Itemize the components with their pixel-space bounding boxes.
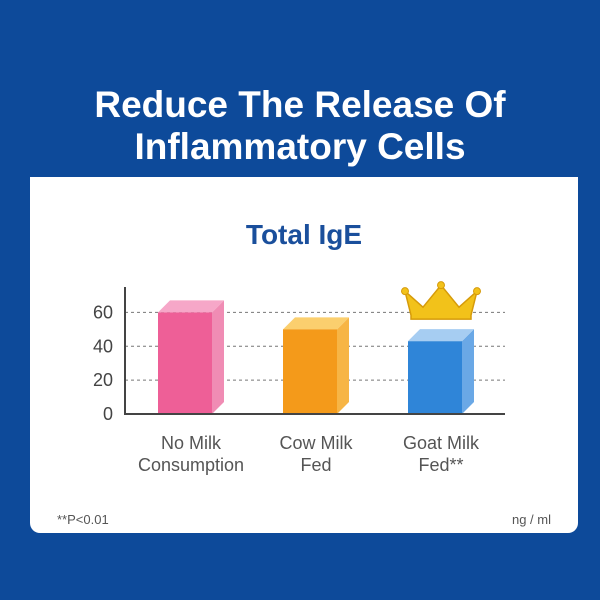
headline-line-2: Inflammatory Cells — [134, 126, 466, 167]
x-category-label: Cow Milk — [279, 433, 353, 453]
bar-top — [408, 329, 474, 342]
x-category-label: No Milk — [161, 433, 222, 453]
crown-icon — [401, 281, 481, 320]
bar — [283, 329, 337, 414]
bar-side — [212, 300, 224, 414]
chart-card: Total IgE 0 20 40 60 No Milk Consumption Cow M… — [30, 177, 578, 533]
y-tick-label: 0 — [103, 404, 113, 424]
bar — [158, 312, 212, 414]
y-tick-label: 20 — [93, 370, 113, 390]
x-category-label: Consumption — [138, 455, 244, 475]
x-category-label: Fed — [300, 455, 331, 475]
bar-side — [462, 329, 474, 414]
crown-shape — [403, 284, 479, 320]
unit-label: ng / ml — [511, 512, 551, 527]
significance-footnote: **P<0.01 — [57, 512, 109, 527]
y-tick-label: 60 — [93, 302, 113, 322]
chart-title: Total IgE — [245, 219, 363, 250]
x-category-label: Fed** — [418, 455, 463, 475]
bar — [408, 341, 462, 414]
crown-jewel — [473, 287, 481, 296]
bar-top — [283, 317, 349, 330]
headline-line-1: Reduce The Release Of — [94, 84, 506, 125]
bar-side — [337, 317, 349, 414]
crown-jewel — [437, 281, 445, 290]
crown-jewel — [401, 287, 409, 296]
bar-top — [158, 300, 224, 313]
y-tick-label: 40 — [93, 336, 113, 356]
x-category-label: Goat Milk — [403, 433, 480, 453]
headline: Reduce The Release Of Inflammatory Cells — [0, 84, 600, 168]
